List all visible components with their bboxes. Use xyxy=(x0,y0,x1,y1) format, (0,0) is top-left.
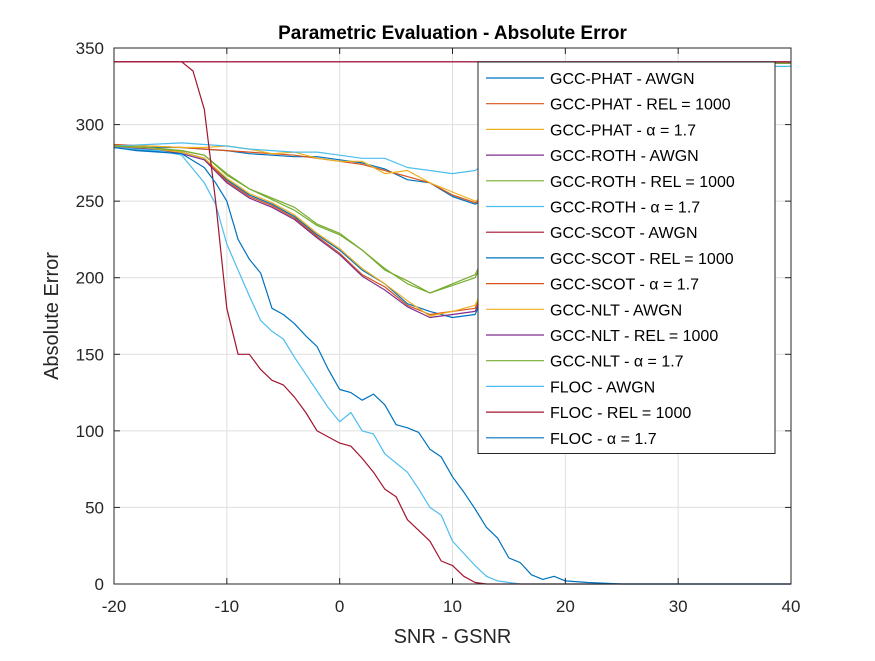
x-tick-label: 0 xyxy=(335,597,344,616)
legend-entry: GCC-ROTH - REL = 1000 xyxy=(550,174,735,191)
legend-entry: GCC-SCOT - REL = 1000 xyxy=(550,251,734,268)
legend: GCC-PHAT - AWGN GCC-PHAT - REL = 1000 GCC-… xyxy=(477,61,776,454)
legend-entry: GCC-NLT - AWGN xyxy=(550,302,682,319)
legend-entry: GCC-PHAT - α = 1.7 xyxy=(550,122,696,139)
legend-entry: FLOC - REL = 1000 xyxy=(550,405,691,422)
y-tick-label: 50 xyxy=(85,498,104,517)
legend-entry: GCC-SCOT - AWGN xyxy=(550,225,698,242)
x-tick-label: 10 xyxy=(443,597,462,616)
legend-entry: GCC-PHAT - AWGN xyxy=(550,71,695,88)
legend-entry: GCC-ROTH - AWGN xyxy=(550,148,699,165)
x-tick-label: -20 xyxy=(102,597,127,616)
legend-entry: FLOC - α = 1.7 xyxy=(550,431,657,448)
y-tick-label: 350 xyxy=(76,39,104,58)
y-tick-label: 0 xyxy=(95,575,104,594)
x-tick-label: -10 xyxy=(215,597,240,616)
legend-entry: GCC-SCOT - α = 1.7 xyxy=(550,277,699,294)
legend-entry: GCC-PHAT - REL = 1000 xyxy=(550,97,731,114)
x-tick-label: 40 xyxy=(782,597,801,616)
legend-entry: FLOC - AWGN xyxy=(550,379,655,396)
x-tick-label: 20 xyxy=(556,597,575,616)
y-tick-label: 100 xyxy=(76,422,104,441)
legend-entry: GCC-NLT - REL = 1000 xyxy=(550,328,718,345)
y-tick-label: 250 xyxy=(76,192,104,211)
ticks: -20 -10 0 10 20 30 40 0 50 100 150 200 250 300 350 xyxy=(76,39,801,616)
chart-title: Parametric Evaluation - Absolute Error xyxy=(278,23,627,44)
y-axis-label: Absolute Error xyxy=(41,252,63,380)
y-tick-label: 150 xyxy=(76,345,104,364)
legend-entry: GCC-NLT - α = 1.7 xyxy=(550,354,684,371)
x-tick-label: 30 xyxy=(669,597,688,616)
legend-entry: GCC-ROTH - α = 1.7 xyxy=(550,200,700,217)
series-line-14 xyxy=(113,146,791,585)
y-tick-label: 200 xyxy=(76,269,104,288)
y-tick-label: 300 xyxy=(76,116,104,135)
x-axis-label: SNR - GSNR xyxy=(394,626,512,648)
